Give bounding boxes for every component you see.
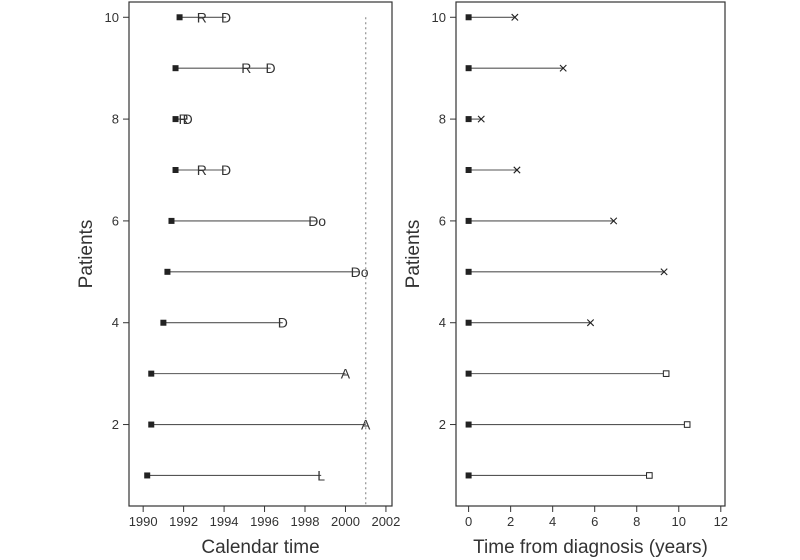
diagnosis-marker bbox=[148, 421, 155, 428]
event-cross-marker bbox=[513, 166, 521, 174]
event-cross-marker bbox=[586, 319, 595, 327]
diagnosis-marker bbox=[160, 319, 167, 326]
diagnosis-marker bbox=[176, 14, 183, 21]
x-axis-title: Calendar time bbox=[201, 537, 319, 558]
censored-square-marker bbox=[662, 370, 670, 377]
diagnosis-marker bbox=[144, 472, 151, 479]
event-label: R bbox=[197, 9, 207, 25]
x-tick-label: 6 bbox=[591, 514, 598, 529]
x-axis-title: Time from diagnosis (years) bbox=[473, 537, 708, 558]
diagnosis-marker bbox=[164, 268, 171, 275]
time-from-diagnosis-panel: 0 2 4 6 8 10 12 2 4 6 8 10 Time from diagnosis (year… bbox=[403, 1, 728, 558]
y-tick-label: 8 bbox=[439, 112, 446, 127]
event-label: R bbox=[241, 60, 251, 76]
event-cross-marker bbox=[660, 268, 668, 276]
x-tick-label: 1992 bbox=[169, 514, 198, 529]
y-tick-label: 10 bbox=[105, 10, 119, 25]
y-tick-label: 6 bbox=[439, 213, 446, 228]
event-label: D bbox=[183, 111, 193, 127]
censored-square-marker bbox=[683, 421, 691, 428]
x-tick-label: 2000 bbox=[331, 514, 360, 529]
y-tick-label: 2 bbox=[439, 417, 446, 432]
diagnosis-marker bbox=[465, 268, 472, 275]
event-cross-marker bbox=[511, 13, 519, 21]
y-tick-label: 4 bbox=[112, 315, 119, 330]
x-tick-label: 2002 bbox=[371, 514, 400, 529]
diagnosis-marker bbox=[172, 167, 179, 173]
diagnosis-marker bbox=[465, 217, 472, 224]
event-label: A bbox=[361, 417, 371, 433]
plot-frame bbox=[455, 1, 726, 507]
diagnosis-marker bbox=[465, 370, 472, 377]
diagnosis-marker bbox=[465, 14, 472, 21]
diagnosis-marker bbox=[465, 472, 472, 479]
diagnosis-marker bbox=[172, 65, 179, 72]
event-label: Do bbox=[308, 213, 326, 229]
event-label: D bbox=[278, 315, 288, 331]
y-axis-title: Patients bbox=[76, 220, 97, 289]
censored-square-marker bbox=[646, 472, 653, 479]
event-cross-marker bbox=[610, 217, 618, 225]
x-tick-label: 4 bbox=[549, 514, 556, 529]
diagnosis-marker bbox=[465, 116, 472, 123]
x-tick-label: 8 bbox=[633, 514, 640, 529]
event-label: D bbox=[221, 9, 231, 25]
diagnosis-marker bbox=[168, 217, 175, 224]
diagnosis-marker bbox=[465, 421, 472, 428]
x-tick-label: 12 bbox=[714, 514, 728, 529]
plot-frame bbox=[128, 1, 393, 507]
y-tick-label: 4 bbox=[439, 315, 446, 330]
x-tick-label: 2 bbox=[507, 514, 514, 529]
diagnosis-marker bbox=[465, 65, 472, 72]
event-cross-marker bbox=[559, 64, 567, 72]
x-tick-label: 1998 bbox=[291, 514, 320, 529]
event-label: R bbox=[179, 111, 189, 127]
event-label: L bbox=[317, 467, 325, 483]
x-tick-label: 1994 bbox=[210, 514, 239, 529]
calendar-time-panel: 1990 1992 1994 1996 1998 2000 2002 2 4 6 8 10 Calend… bbox=[76, 1, 400, 558]
event-cross-marker bbox=[477, 115, 485, 123]
diagnosis-marker bbox=[172, 116, 179, 123]
y-tick-label: 2 bbox=[112, 417, 119, 432]
y-tick-label: 10 bbox=[432, 10, 446, 25]
diagnosis-marker bbox=[465, 167, 472, 173]
event-label: D bbox=[221, 162, 231, 178]
y-axis-title: Patients bbox=[403, 220, 424, 289]
diagnosis-marker bbox=[465, 319, 472, 326]
event-label: Do bbox=[351, 264, 369, 280]
x-tick-label: 0 bbox=[465, 514, 472, 529]
x-tick-label: 1990 bbox=[129, 514, 158, 529]
x-tick-label: 1996 bbox=[250, 514, 279, 529]
y-tick-label: 8 bbox=[112, 112, 119, 127]
event-label: D bbox=[266, 60, 276, 76]
event-label: A bbox=[341, 366, 351, 382]
y-tick-label: 6 bbox=[112, 213, 119, 228]
event-label: R bbox=[197, 162, 207, 178]
x-tick-label: 10 bbox=[672, 514, 686, 529]
diagnosis-marker bbox=[148, 370, 155, 377]
